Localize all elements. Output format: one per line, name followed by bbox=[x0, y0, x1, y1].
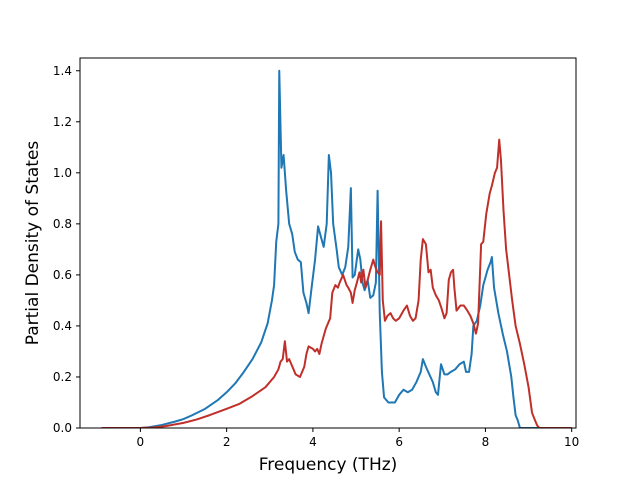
series-layer bbox=[101, 69, 572, 428]
y-tick-label: 0.8 bbox=[53, 217, 72, 231]
y-axis: 0.0 0.2 0.4 0.6 0.8 1.0 1.2 1.4 bbox=[53, 64, 80, 435]
series-line-1 bbox=[101, 69, 555, 428]
x-axis: 0 2 4 6 8 10 bbox=[137, 428, 579, 449]
y-tick-label: 1.0 bbox=[53, 166, 72, 180]
x-tick-label: 8 bbox=[482, 435, 490, 449]
y-tick-label: 1.2 bbox=[53, 115, 72, 129]
x-tick-label: 2 bbox=[223, 435, 231, 449]
x-axis-label: Frequency (THz) bbox=[259, 455, 398, 475]
plot-frame bbox=[79, 57, 577, 429]
y-axis-label: Partial Density of States bbox=[23, 141, 43, 346]
x-tick-label: 6 bbox=[395, 435, 403, 449]
x-tick-label: 10 bbox=[564, 435, 579, 449]
y-tick-label: 0.0 bbox=[53, 421, 72, 435]
y-tick-label: 0.2 bbox=[53, 370, 72, 384]
y-tick-label: 0.6 bbox=[53, 268, 72, 282]
y-tick-label: 1.4 bbox=[53, 64, 72, 78]
y-tick-label: 0.4 bbox=[53, 319, 72, 333]
series-line-2 bbox=[101, 138, 572, 428]
x-tick-label: 4 bbox=[309, 435, 317, 449]
x-tick-label: 0 bbox=[137, 435, 145, 449]
